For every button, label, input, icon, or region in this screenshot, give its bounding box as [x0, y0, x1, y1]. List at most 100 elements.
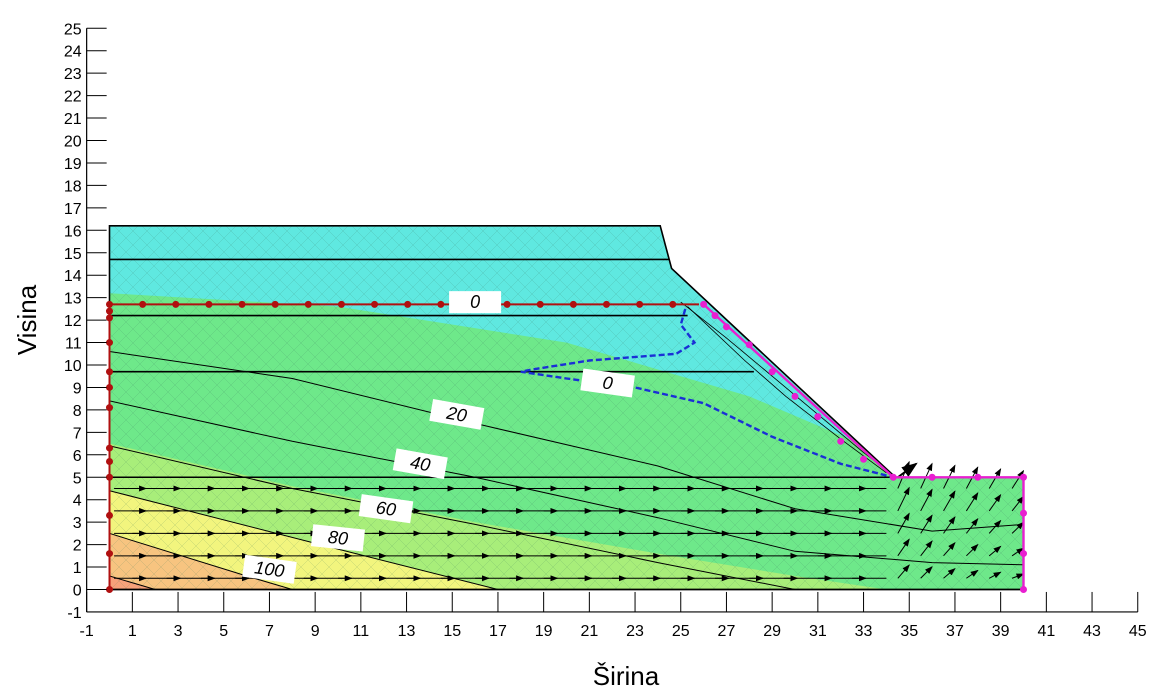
y-tick-label: 19 [64, 156, 82, 173]
y-tick-label: 7 [73, 425, 82, 442]
seepage-node [700, 300, 708, 308]
y-tick-label: 18 [64, 178, 82, 195]
x-tick-label: 41 [1037, 623, 1055, 640]
contour-line-2 [109, 445, 796, 590]
y-tick-label: 23 [64, 66, 82, 83]
x-tick-label: 37 [946, 623, 964, 640]
boundary-node [238, 300, 246, 308]
boundary-node [669, 300, 677, 308]
x-tick-label: 5 [219, 623, 228, 640]
boundary-node [106, 307, 113, 315]
boundary-conditions [106, 300, 1027, 593]
contour-line-1 [109, 400, 1024, 566]
slope-face-contour-2 [687, 306, 887, 474]
y-tick-label: -1 [67, 605, 81, 622]
boundary-node [569, 300, 577, 308]
boundary-node [205, 300, 213, 308]
contour-line-0 [109, 351, 1024, 532]
y-tick-label: 4 [73, 493, 82, 510]
x-tick-label: 25 [672, 623, 690, 640]
x-tick-label: 11 [353, 623, 370, 640]
x-tick-label: 17 [489, 623, 507, 640]
y-tick-label: 6 [73, 448, 82, 465]
boundary-node [106, 404, 113, 412]
flow-vector-row-2 [114, 512, 1025, 537]
x-tick-label: 39 [992, 623, 1010, 640]
boundary-node [106, 586, 113, 593]
boundary-node [106, 383, 113, 391]
y-tick-label: 12 [64, 313, 82, 330]
seepage-node [711, 312, 719, 320]
boundary-node [106, 339, 113, 347]
boundary-node [636, 300, 644, 308]
seepage-node [928, 473, 936, 481]
x-axis-title: Širina [593, 661, 660, 690]
y-tick-label: 5 [73, 470, 82, 487]
flow-vectors [114, 460, 1025, 582]
seepage-node [837, 437, 845, 445]
boundary-node [139, 300, 147, 308]
x-tick-label: 35 [900, 623, 918, 640]
boundary-node [106, 444, 113, 452]
x-tick-label: 33 [855, 623, 873, 640]
x-tick-label: 43 [1083, 623, 1101, 640]
x-tick-label: 23 [626, 623, 644, 640]
contour-label-0: 0 [449, 291, 502, 314]
y-tick-label: 9 [73, 380, 82, 397]
contour-label-text: 60 [375, 497, 398, 520]
seepage-node [768, 368, 776, 376]
boundary-node [106, 473, 113, 481]
flow-vector-row-3 [114, 538, 1025, 559]
y-tick-label: 3 [73, 515, 82, 532]
phreatic-line [520, 308, 894, 479]
x-tick-label: 7 [265, 623, 274, 640]
seepage-node [974, 473, 982, 481]
contour-label-20: 20 [429, 399, 485, 430]
seepage-node [1020, 509, 1027, 517]
x-tick-label: -1 [80, 623, 94, 640]
contour-label-text: 20 [444, 403, 468, 426]
flow-vector-row-1 [114, 486, 1025, 514]
boundary-node [106, 314, 113, 322]
x-tick-label: 21 [580, 623, 598, 640]
x-tick-label: 45 [1129, 623, 1147, 640]
x-tick-label: 3 [174, 623, 183, 640]
x-tick-label: 31 [809, 623, 827, 640]
y-tick-label: 15 [64, 246, 82, 263]
boundary-node [404, 300, 412, 308]
contour-label-40: 40 [392, 448, 448, 480]
x-tick-label: 13 [398, 623, 416, 640]
seepage-node [1020, 550, 1027, 558]
seepage-node [814, 413, 822, 421]
y-axis-title: Visina [12, 284, 42, 355]
seepage-node [1020, 586, 1027, 593]
boundary-node [437, 300, 445, 308]
boundary-node [271, 300, 279, 308]
boundary-node [536, 300, 544, 308]
y-tick-label: 13 [64, 291, 82, 308]
boundary-node [337, 300, 345, 308]
seepage-node [889, 473, 897, 481]
seepage-node [791, 392, 799, 400]
y-tick-label: 11 [65, 336, 82, 353]
x-tick-label: 9 [311, 623, 320, 640]
contour-label-0: 0 [580, 368, 635, 398]
boundary-node [304, 300, 312, 308]
seepage-boundary [702, 303, 1025, 590]
y-tick-label: 21 [64, 111, 82, 128]
contour-label-text: 0 [601, 372, 614, 393]
contour-label-80: 80 [310, 524, 366, 552]
y-tick-label: 25 [64, 21, 82, 38]
contour-label-text: 40 [409, 452, 432, 475]
y-tick-label: 8 [73, 403, 82, 420]
contour-labels: 0 0 20 40 60 80 100 [242, 291, 635, 584]
y-tick-label: 2 [73, 538, 82, 555]
boundary-node [106, 300, 113, 308]
boundary-node [106, 458, 113, 466]
x-tick-label: 29 [763, 623, 781, 640]
x-tick-label: 27 [718, 623, 736, 640]
seepage-node [860, 455, 868, 463]
y-tick-label: 22 [64, 89, 82, 106]
boundary-node [172, 300, 180, 308]
finite-element-mesh [109, 225, 1024, 590]
